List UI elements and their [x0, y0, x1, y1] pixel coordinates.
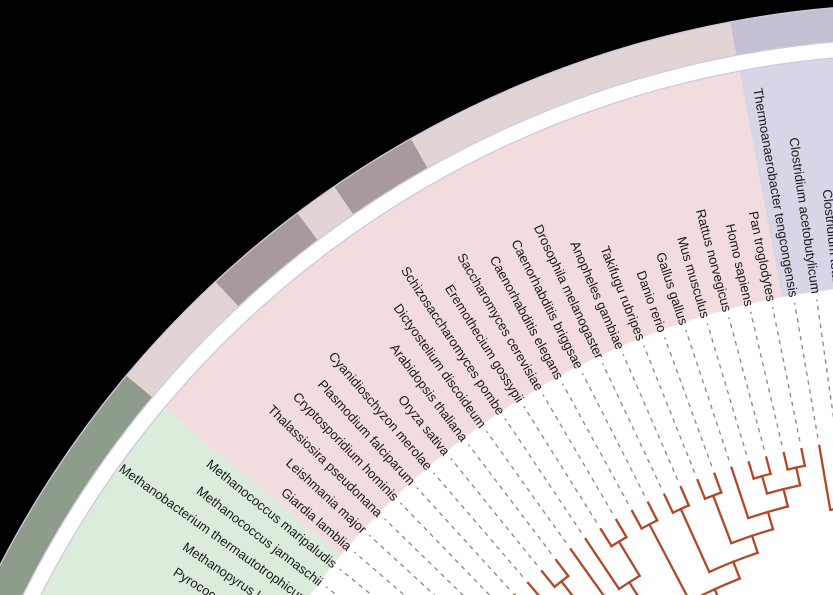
branch-stem — [647, 522, 688, 595]
branch-tip-29 — [817, 444, 832, 512]
band-segment-4 — [334, 138, 428, 215]
branch-tip-14 — [569, 547, 605, 595]
branch-tip-20 — [662, 493, 675, 515]
branch-tip-24 — [730, 466, 750, 520]
branch-stem — [627, 580, 639, 595]
branch-stem — [760, 474, 769, 495]
branch-stem — [617, 540, 642, 578]
branch-tip-27 — [782, 451, 790, 471]
branch-stem — [731, 560, 742, 581]
branch-tip-18 — [630, 509, 644, 531]
branch-tip-28 — [800, 447, 807, 468]
branch-stem — [679, 507, 711, 574]
branch-arc — [828, 508, 833, 512]
band-segment-6 — [730, 7, 833, 56]
branch-tip-26 — [764, 455, 773, 476]
branch-tip-23 — [712, 472, 723, 494]
band-segment-5 — [410, 21, 737, 169]
branch-stem — [782, 487, 790, 508]
domain-wedge-eukaryota — [164, 71, 782, 556]
domain-wedge-bacteria — [739, 58, 833, 298]
branch-stem — [750, 534, 760, 555]
branch-tip-16 — [599, 527, 614, 548]
band-segment-1 — [126, 281, 239, 398]
branch-tip-22 — [696, 478, 707, 501]
branch-tip-25 — [747, 460, 756, 481]
branch-tip-21 — [679, 485, 691, 507]
band-segment-0 — [0, 375, 153, 595]
branch-tip-17 — [614, 518, 629, 539]
branch-tip-13 — [554, 558, 570, 578]
branch-stem — [559, 579, 574, 595]
band-segment-2 — [215, 213, 318, 307]
branch-stem — [713, 587, 719, 595]
branch-tip-12 — [540, 569, 557, 589]
branch-tip-11 — [526, 581, 540, 595]
band-segment-3 — [297, 186, 354, 241]
branch-stem — [711, 494, 733, 545]
branch-tip-15 — [584, 537, 621, 591]
branch-tip-19 — [646, 501, 659, 522]
domain-wedge-archaea — [40, 407, 341, 595]
branch-stem — [794, 466, 802, 487]
branch-stem — [766, 510, 775, 531]
